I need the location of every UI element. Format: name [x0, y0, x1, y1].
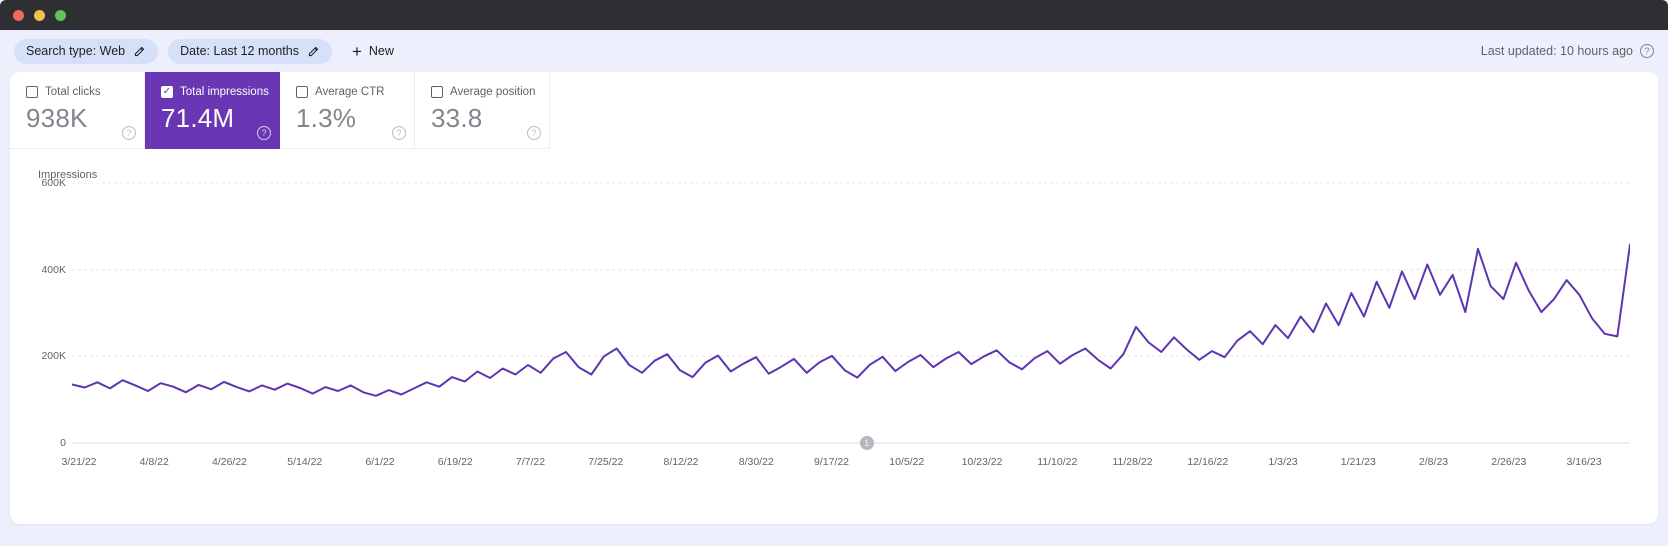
help-icon[interactable]: ? [1640, 44, 1654, 58]
x-axis-label: 3/21/22 [61, 456, 97, 468]
x-axis-label: 8/12/22 [663, 456, 699, 468]
y-axis-tick-label: 400K [41, 263, 66, 276]
y-axis-tick-label: 600K [41, 176, 66, 189]
average-position-checkbox[interactable] [431, 86, 443, 98]
performance-card: Total clicks 938K ? ✓ Total impressions … [10, 72, 1658, 524]
x-axis-label: 5/14/22 [287, 456, 323, 468]
y-axis-title: Impressions [38, 169, 98, 181]
last-updated-text: Last updated: 10 hours ago [1480, 44, 1633, 58]
metric-tiles: Total clicks 938K ? ✓ Total impressions … [10, 72, 1658, 149]
search-type-filter-chip[interactable]: Search type: Web [14, 38, 159, 64]
x-axis-label: 9/17/22 [813, 456, 850, 468]
x-axis-label: 7/25/22 [588, 456, 624, 468]
window-controls [13, 9, 66, 21]
help-icon[interactable]: ? [527, 126, 541, 140]
x-axis-label: 11/28/22 [1112, 456, 1153, 468]
average-ctr-checkbox[interactable] [296, 86, 308, 98]
total-impressions-value: 71.4M [161, 103, 235, 133]
total-clicks-label: Total clicks [45, 86, 101, 98]
x-axis-label: 2/26/23 [1491, 456, 1527, 468]
x-axis-label: 4/8/22 [139, 456, 169, 468]
last-updated-area: Last updated: 10 hours ago ? [1481, 44, 1654, 58]
x-axis-label: 3/16/23 [1566, 456, 1602, 468]
metric-tile-average-position[interactable]: Average position 33.8 ? [415, 72, 550, 149]
x-axis-label: 7/7/22 [515, 456, 546, 468]
search-type-filter-label: Search type: Web [26, 44, 126, 58]
metric-tile-average-ctr[interactable]: Average CTR 1.3% ? [280, 72, 415, 149]
plus-icon: + [351, 41, 362, 61]
average-ctr-label: Average CTR [315, 86, 385, 98]
x-axis-label: 10/23/22 [961, 456, 1003, 468]
impressions-chart: Impressions 600K 400K 200K 0 1 3/21/22 4/8/2… [38, 169, 1630, 474]
help-icon[interactable]: ? [257, 126, 271, 140]
total-impressions-checkbox[interactable]: ✓ [161, 86, 173, 98]
metric-tile-total-clicks[interactable]: Total clicks 938K ? [10, 72, 145, 149]
close-window-button[interactable] [13, 9, 24, 21]
edit-pencil-icon [308, 46, 319, 56]
x-axis-label: 1/3/23 [1268, 456, 1298, 468]
new-filter-button[interactable]: + New [342, 39, 404, 64]
y-axis-tick-label: 0 [60, 437, 66, 449]
total-impressions-label: Total impressions [180, 86, 269, 98]
x-axis-label: 10/5/22 [889, 456, 925, 468]
average-position-value: 33.8 [431, 103, 483, 133]
filter-toolbar: Search type: Web Date: Last 12 months + … [0, 30, 1668, 72]
date-filter-chip[interactable]: Date: Last 12 months [168, 38, 332, 64]
help-icon[interactable]: ? [122, 126, 136, 140]
zoom-window-button[interactable] [55, 9, 66, 21]
y-axis-ticks: 600K 400K 200K 0 [38, 177, 72, 449]
impressions-line-chart [72, 182, 1630, 444]
y-axis-tick-label: 200K [41, 350, 66, 363]
help-icon[interactable]: ? [392, 126, 406, 140]
new-filter-button-label: New [368, 44, 394, 58]
x-axis-label: 4/26/22 [211, 456, 248, 468]
x-axis-label: 6/19/22 [437, 456, 473, 468]
window-title-bar [0, 0, 1668, 30]
x-axis-label: 8/30/22 [738, 456, 774, 468]
date-filter-label: Date: Last 12 months [180, 44, 299, 58]
metric-tile-total-impressions[interactable]: ✓ Total impressions 71.4M ? [145, 72, 280, 149]
total-clicks-value: 938K [26, 103, 88, 133]
x-axis-label: 11/10/22 [1037, 456, 1078, 468]
edit-pencil-icon [135, 46, 145, 56]
minimize-window-button[interactable] [34, 9, 45, 21]
chart-plot-area[interactable]: 1 [72, 182, 1630, 450]
x-axis-labels: 3/21/22 4/8/22 4/26/22 5/14/22 6/1/22 6/19/22… [61, 444, 1630, 474]
average-position-label: Average position [450, 86, 536, 98]
total-clicks-checkbox[interactable] [26, 86, 38, 98]
chart-annotation-marker[interactable]: 1 [859, 436, 874, 450]
average-ctr-value: 1.3% [296, 103, 357, 133]
x-axis-label: 2/8/23 [1418, 456, 1449, 468]
x-axis-label: 1/21/23 [1340, 456, 1376, 468]
x-axis-label: 6/1/22 [365, 456, 395, 468]
x-axis-label: 12/16/22 [1187, 456, 1229, 468]
